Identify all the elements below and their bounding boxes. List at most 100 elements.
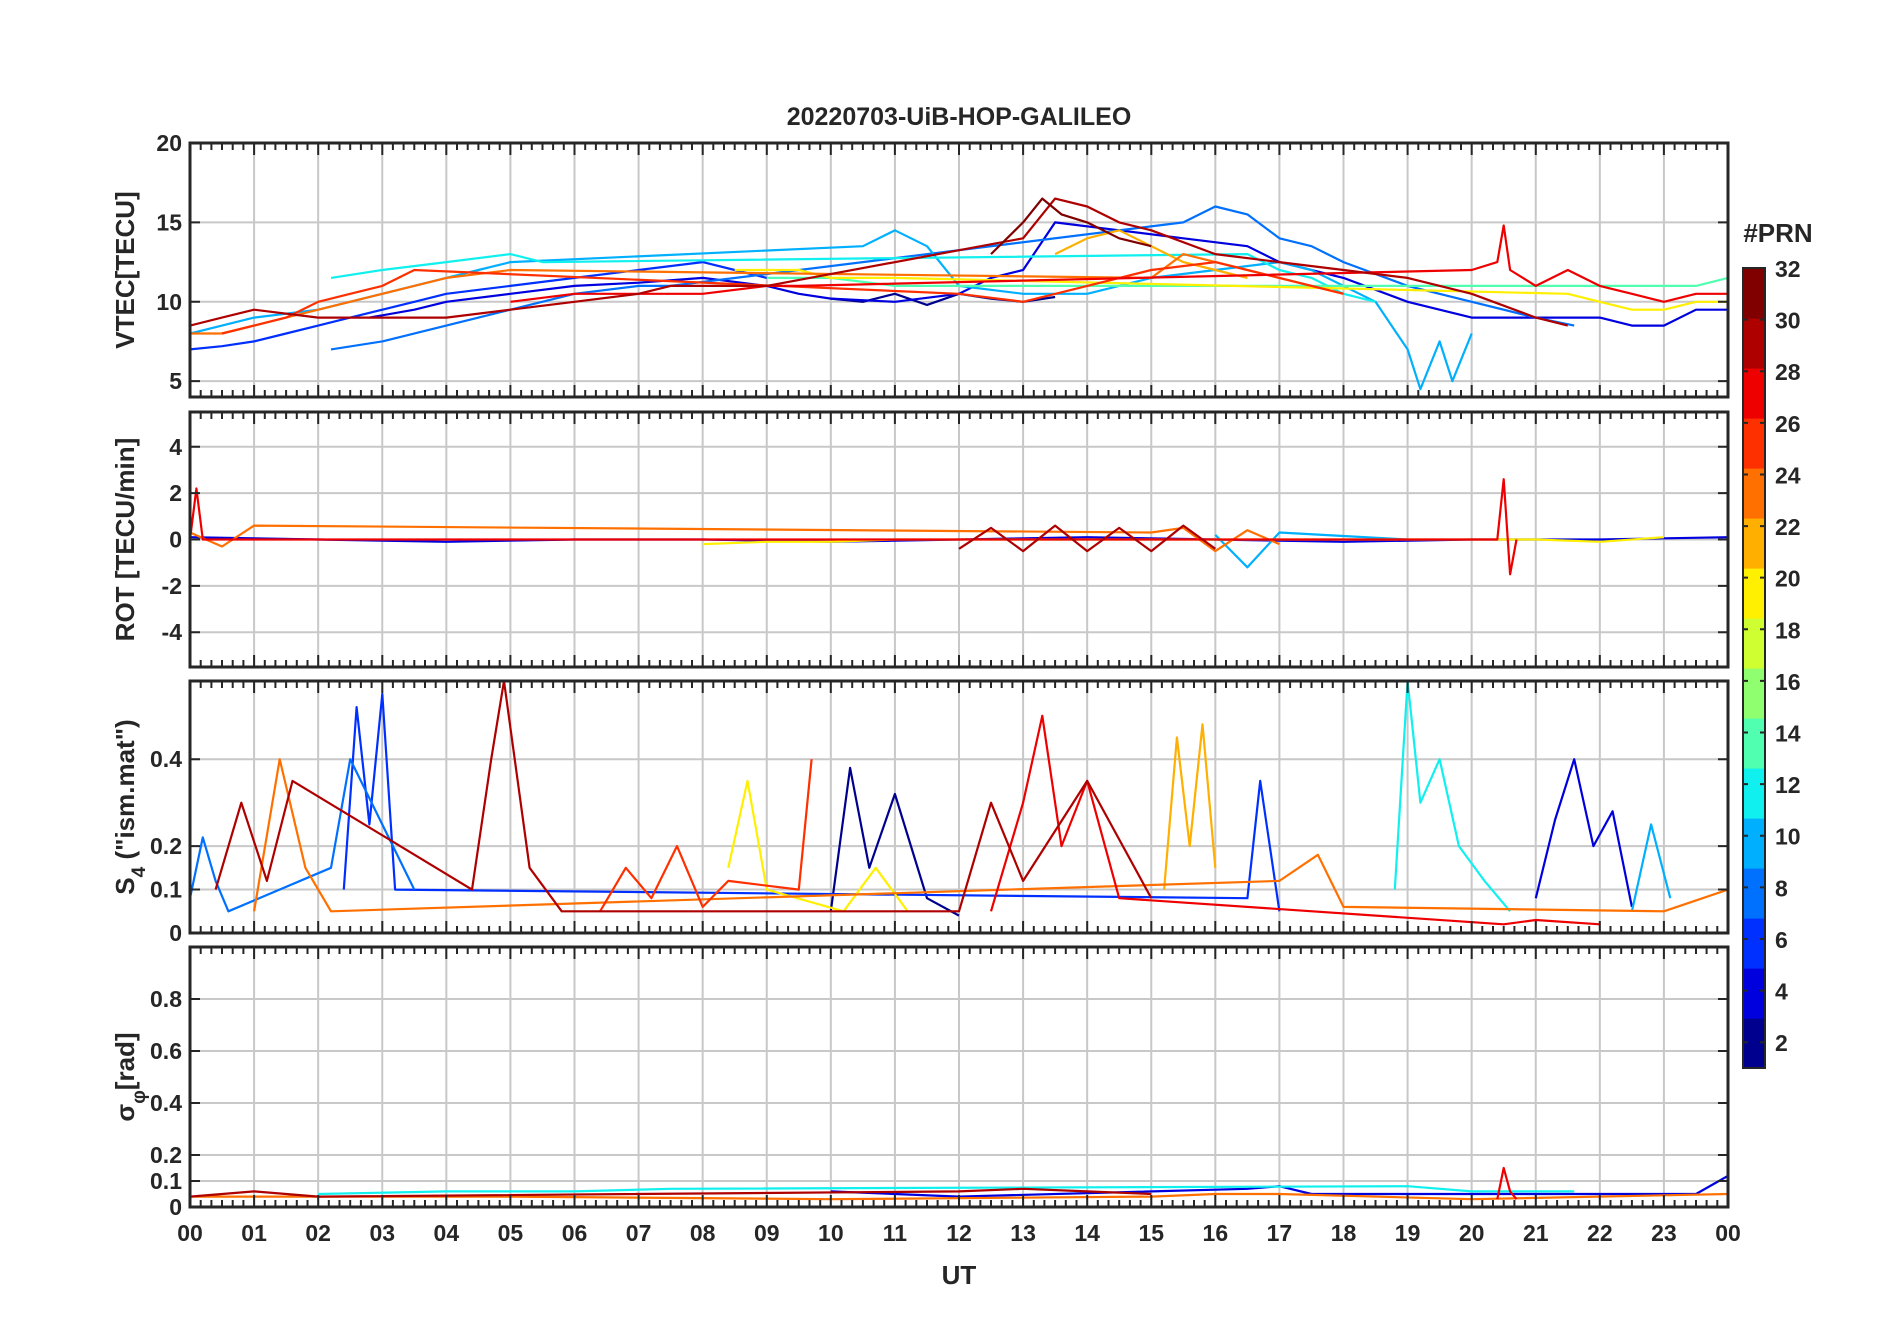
colorbar-frame xyxy=(1742,267,1766,1069)
series-prn-20 xyxy=(727,779,909,913)
y-axis-label-s4: S4 ("ism.mat") xyxy=(110,719,150,894)
x-tick-label: 06 xyxy=(562,1220,588,1246)
y-axis-label-rot: ROT [TECU/min] xyxy=(110,438,140,642)
series-prn-30 xyxy=(190,1187,1152,1198)
y-tick-label: 0.1 xyxy=(150,1168,182,1194)
series-prn-20 xyxy=(734,268,1728,311)
y-tick-label: 15 xyxy=(156,209,182,235)
x-tick-label: 03 xyxy=(369,1220,395,1246)
series-prn-9 xyxy=(1214,531,1408,569)
colorbar-tick-label: 20 xyxy=(1775,566,1801,592)
colorbar-swatch xyxy=(1743,968,1765,1019)
series-prn-24 xyxy=(253,758,1728,913)
series-group xyxy=(190,1166,1728,1201)
colorbar-tick-label: 22 xyxy=(1775,514,1801,540)
colorbar-label: #PRN xyxy=(1743,218,1812,248)
y-axis-label-sigma: σφ[rad] xyxy=(110,1032,150,1121)
x-tick-label: 15 xyxy=(1138,1220,1164,1246)
series-prn-3 xyxy=(369,221,1728,327)
colorbar-swatch xyxy=(1743,768,1765,819)
series-prn-28 xyxy=(190,478,1518,576)
x-ticks xyxy=(189,681,1729,933)
series-group xyxy=(190,681,1728,926)
x-ticks xyxy=(189,947,1729,1207)
panel-vtec: 5 10 15 20 VTEC[TECU] xyxy=(110,130,1730,399)
x-tick-label: 14 xyxy=(1074,1220,1100,1246)
series-prn-28 xyxy=(989,714,1600,926)
x-tick-label: 08 xyxy=(690,1220,716,1246)
x-tick-label: 17 xyxy=(1267,1220,1293,1246)
y-tick-label: 4 xyxy=(169,434,182,460)
y-tick-label: 0.6 xyxy=(150,1038,182,1064)
x-ticks xyxy=(189,412,1729,667)
series-prn-7 xyxy=(190,758,416,913)
series-prn-30 xyxy=(214,681,1153,913)
series-prn-3 xyxy=(1534,758,1633,908)
y-tick-label: -4 xyxy=(162,619,183,645)
colorbar-swatch xyxy=(1743,318,1765,369)
x-tick-label: 22 xyxy=(1587,1220,1613,1246)
y-tick-label: 0 xyxy=(169,527,182,553)
series-prn-30 xyxy=(190,197,1569,327)
series-prn-5 xyxy=(342,692,1281,912)
colorbar-swatch xyxy=(1743,718,1765,769)
colorbar-tick-label: 10 xyxy=(1775,824,1801,850)
y-tick-label: 0.1 xyxy=(150,877,182,903)
series-prn-5 xyxy=(190,261,768,351)
x-tick-label: 18 xyxy=(1331,1220,1357,1246)
series-prn-28 xyxy=(510,224,1728,303)
grid xyxy=(190,947,1728,1207)
colorbar-swatch xyxy=(1743,468,1765,519)
x-tick-label: 11 xyxy=(883,1220,908,1246)
series-prn-24 xyxy=(190,524,1280,553)
colorbar-swatch xyxy=(1743,518,1765,569)
chart-title: 20220703-UiB-HOP-GALILEO xyxy=(787,103,1132,131)
y-tick-label: -2 xyxy=(162,573,182,599)
panel-s4: 0 0.1 0.2 0.4S4 ("ism.mat") xyxy=(110,679,1730,946)
colorbar-tick-label: 28 xyxy=(1775,359,1801,385)
x-tick-label: 13 xyxy=(1010,1220,1036,1246)
colorbar-tick-label: 26 xyxy=(1775,411,1801,437)
colorbar-tick-label: 6 xyxy=(1775,927,1788,953)
colorbar-tick-label: 30 xyxy=(1775,308,1801,334)
x-tick-label: 02 xyxy=(305,1220,331,1246)
x-tick-label: 04 xyxy=(434,1220,460,1246)
x-tick-label: 00 xyxy=(177,1220,203,1246)
panel-rot: -4 -2 0 2 4 ROT [TECU/min] xyxy=(110,410,1730,669)
series-prn-28 xyxy=(1496,1166,1518,1200)
colorbar-swatch xyxy=(1743,568,1765,619)
y-tick-label: 20 xyxy=(156,130,182,156)
y-tick-label: 0.4 xyxy=(150,746,182,772)
colorbar-swatch xyxy=(1743,668,1765,719)
series-group xyxy=(190,197,1728,391)
colorbar-swatch xyxy=(1743,868,1765,919)
series-prn-12 xyxy=(1393,681,1511,913)
colorbar-tick-label: 32 xyxy=(1775,256,1801,282)
y-tick-label: 0 xyxy=(169,1194,182,1220)
x-tick-labels: 00 01 02 03 04 05 06 07 08 09 10 11 12 13 14 15 16 17 18 19… xyxy=(177,1220,1741,1246)
x-tick-label: 23 xyxy=(1651,1220,1677,1246)
colorbar-tick-label: 8 xyxy=(1775,875,1788,901)
colorbar-swatch xyxy=(1743,618,1765,669)
series-prn-12 xyxy=(318,1185,1575,1196)
x-tick-label: 09 xyxy=(754,1220,780,1246)
y-tick-label: 2 xyxy=(169,480,182,506)
y-tick-label: 0.4 xyxy=(150,1090,182,1116)
colorbar-tick-label: 18 xyxy=(1775,617,1801,643)
x-tick-label: 20 xyxy=(1459,1220,1485,1246)
colorbar-tick-label: 4 xyxy=(1775,979,1788,1005)
series-prn-24 xyxy=(190,1192,1728,1201)
series-prn-30 xyxy=(958,524,1216,553)
y-tick-label: 0.2 xyxy=(150,833,182,859)
x-tick-label: 21 xyxy=(1523,1220,1549,1246)
colorbar-swatch xyxy=(1743,1018,1765,1069)
colorbar-tick-label: 16 xyxy=(1775,669,1801,695)
colorbar-swatch xyxy=(1743,368,1765,419)
colorbar-swatch xyxy=(1743,268,1765,319)
y-tick-label: 10 xyxy=(156,289,182,315)
colorbar-tick-label: 12 xyxy=(1775,772,1801,798)
y-tick-label: 5 xyxy=(169,368,182,394)
